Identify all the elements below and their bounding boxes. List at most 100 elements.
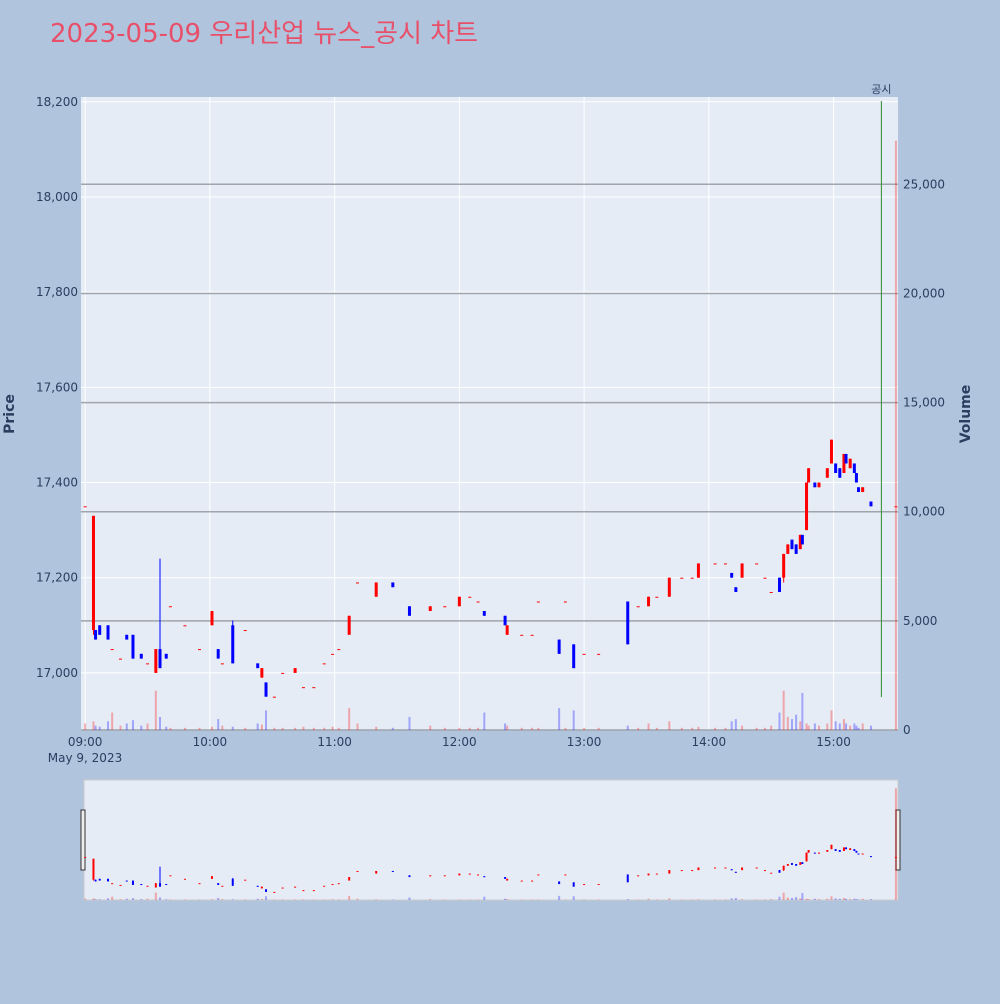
mini-candle-body: [855, 851, 857, 853]
mini-candle-body: [302, 890, 304, 891]
mini-volume-bar: [408, 898, 410, 900]
mini-volume-bar: [826, 899, 828, 900]
candle-body: [572, 644, 575, 668]
candle-body: [125, 635, 128, 640]
volume-bar: [84, 723, 86, 730]
mini-volume-bar: [830, 896, 832, 900]
volume-bar: [801, 693, 803, 730]
mini-volume-bar: [895, 788, 897, 900]
mini-volume-bar: [107, 898, 109, 900]
volume-bar: [338, 728, 340, 730]
y-tick-label: 18,000: [36, 190, 78, 204]
volume-bar: [302, 727, 304, 730]
volume-bar: [221, 726, 223, 730]
volume-bar: [282, 728, 284, 730]
mini-candle-body: [221, 886, 223, 887]
candle-body: [217, 649, 220, 659]
mini-candle-body: [444, 875, 446, 876]
mini-candle-body: [818, 853, 820, 854]
mini-candle-body: [257, 886, 259, 887]
volume-bar: [294, 728, 296, 730]
volume-bar: [132, 720, 134, 730]
volume-bar: [506, 726, 508, 730]
mini-candle-body: [375, 871, 377, 874]
candle-body: [691, 578, 694, 579]
mini-volume-bar: [818, 899, 820, 900]
volume-bar: [244, 728, 246, 730]
volume-bar: [843, 719, 845, 730]
candle-body: [861, 487, 864, 492]
volume-bar: [356, 723, 358, 730]
volume-bar: [735, 719, 737, 730]
candle-body: [391, 582, 394, 587]
volume-bar: [165, 727, 167, 730]
mini-volume-bar: [217, 898, 219, 900]
range-slider[interactable]: [84, 780, 898, 900]
candle-body: [131, 635, 134, 659]
mini-candle-body: [356, 871, 358, 872]
mini-candle-body: [799, 862, 801, 865]
mini-volume-bar: [843, 898, 845, 900]
candle-body: [790, 540, 793, 550]
x-tick-label: 09:00: [68, 735, 103, 749]
mini-volume-bar: [839, 899, 841, 900]
volume-bar: [770, 726, 772, 730]
mini-volume-bar: [801, 893, 803, 900]
volume-bar: [155, 691, 157, 730]
candle-body: [537, 601, 540, 602]
mini-candle-body: [714, 867, 716, 868]
y2-tick-label: 15,000: [903, 396, 945, 410]
volume-bar: [323, 728, 325, 730]
candle-body: [597, 654, 600, 655]
candle-body: [111, 649, 114, 650]
candle-body: [741, 563, 744, 577]
volume-bar: [564, 728, 566, 730]
candle-body: [807, 468, 810, 482]
x-tick-label: 13:00: [567, 735, 602, 749]
volume-bar: [835, 721, 837, 730]
candle-body: [198, 649, 201, 650]
mini-volume-bar: [155, 893, 157, 900]
mini-volume-bar: [806, 899, 808, 900]
range-handle[interactable]: [81, 810, 85, 870]
volume-bar: [273, 728, 275, 730]
mini-volume-bar: [332, 899, 334, 900]
volume-bar: [764, 728, 766, 730]
mini-candle-body: [92, 859, 94, 880]
mini-candle-body: [504, 877, 506, 879]
mini-candle-body: [637, 875, 639, 876]
candle-body: [668, 578, 671, 597]
candle-body: [697, 563, 700, 577]
mini-candle-body: [668, 870, 670, 873]
candle-body: [337, 649, 340, 650]
mini-candle-body: [265, 889, 267, 892]
mini-candle-body: [648, 874, 650, 876]
volume-bar: [169, 728, 171, 730]
candle-body: [331, 654, 334, 655]
candle-body: [140, 654, 143, 659]
candle-body: [210, 611, 213, 625]
mini-candle-body: [140, 884, 142, 885]
mini-volume-bar: [835, 898, 837, 900]
volume-bar: [458, 728, 460, 730]
candle-body: [782, 554, 785, 578]
volume-bar: [691, 728, 693, 730]
volume-bar: [483, 713, 485, 730]
candle-body: [244, 630, 247, 631]
candle-body: [647, 597, 650, 607]
candle-body: [770, 592, 773, 593]
mini-candle-body: [332, 884, 334, 885]
volume-bar: [232, 727, 234, 730]
volume-bar: [521, 728, 523, 730]
volume-bar: [839, 723, 841, 730]
mini-candle-body: [764, 870, 766, 871]
mini-candle-body: [814, 853, 816, 854]
candle-body: [853, 463, 856, 473]
candle-body: [273, 697, 276, 698]
volume-bar: [348, 708, 350, 730]
volume-bar: [119, 726, 121, 730]
candle-body: [477, 601, 480, 602]
mini-volume-bar: [261, 899, 263, 900]
volume-bar: [477, 728, 479, 730]
